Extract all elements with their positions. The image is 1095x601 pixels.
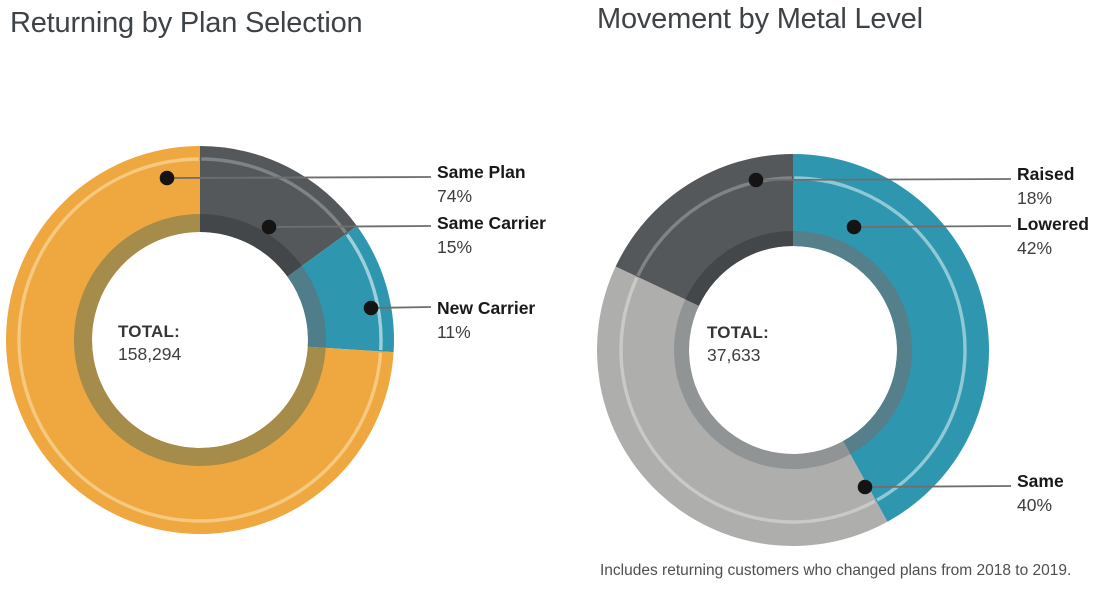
callout-dot [261,219,277,235]
callout-dot [846,219,862,235]
total-label: TOTAL: [707,323,769,342]
donut-center-total-left: TOTAL: 158,294 [118,320,181,366]
donut-slice [615,154,793,306]
callout-line [864,485,1012,488]
callout-line [166,176,432,179]
donut-center-total-right: TOTAL: 37,633 [707,321,769,367]
callout-line [370,306,432,309]
slice-highlight-arc [17,157,383,523]
donut-slice [793,154,990,522]
slice-label-raised: Raised 18% [1017,164,1075,208]
total-value: 158,294 [118,344,182,364]
donut-slice [596,266,888,547]
donut-slice [200,146,357,277]
slice-highlight-arc [345,233,383,351]
slice-label-new-carrier: New Carrier 11% [437,298,536,342]
slice-label-same-carrier: Same Carrier 15% [437,213,546,257]
slice-inner-ring [287,265,326,348]
slice-highlight-arc [619,277,876,524]
slice-inner-ring [200,213,302,277]
slice-label-same-plan: Same Plan 74% [437,162,526,206]
callout-line [853,225,1012,228]
footnote: Includes returning customers who changed… [600,562,1072,579]
donut-slice [6,146,394,534]
slice-highlight-arc [636,176,792,277]
chart-title-movement-by-metal-level: Movement by Metal Level [597,3,923,35]
total-value: 37,633 [707,345,761,365]
slice-inner-ring [793,231,913,455]
slice-inner-ring [73,214,326,466]
slice-highlight-arc [201,157,348,234]
callout-dot [857,479,873,495]
slice-inner-ring [685,231,793,306]
slice-label-lowered: Lowered 42% [1017,214,1089,258]
chart-title-returning-by-plan-selection: Returning by Plan Selection [10,7,363,39]
callout-dot [363,300,379,316]
callout-line [755,178,1012,181]
callout-dot [159,170,175,186]
total-label: TOTAL: [118,322,180,341]
donut-slice [287,225,395,353]
callout-line [268,225,432,228]
slice-label-same: Same 40% [1017,471,1064,515]
callout-dot [748,172,764,188]
slice-highlight-arc [794,176,967,502]
